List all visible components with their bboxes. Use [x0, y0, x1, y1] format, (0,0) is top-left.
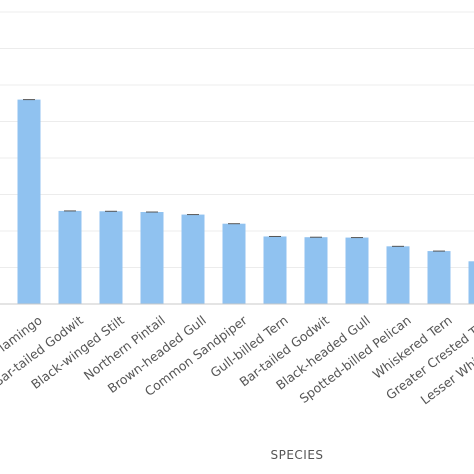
- bar: [58, 210, 82, 304]
- bar: [17, 99, 41, 304]
- bars: [17, 99, 474, 304]
- bar: [222, 223, 246, 304]
- bar: [386, 246, 410, 304]
- bar: [181, 214, 205, 304]
- bar: [140, 212, 164, 304]
- bar: [304, 237, 328, 304]
- bar: [345, 237, 369, 304]
- bar: [99, 211, 123, 304]
- bar: [427, 251, 451, 304]
- bar: [468, 261, 474, 304]
- bar: [263, 236, 287, 304]
- x-axis-title: SPECIES: [270, 448, 323, 462]
